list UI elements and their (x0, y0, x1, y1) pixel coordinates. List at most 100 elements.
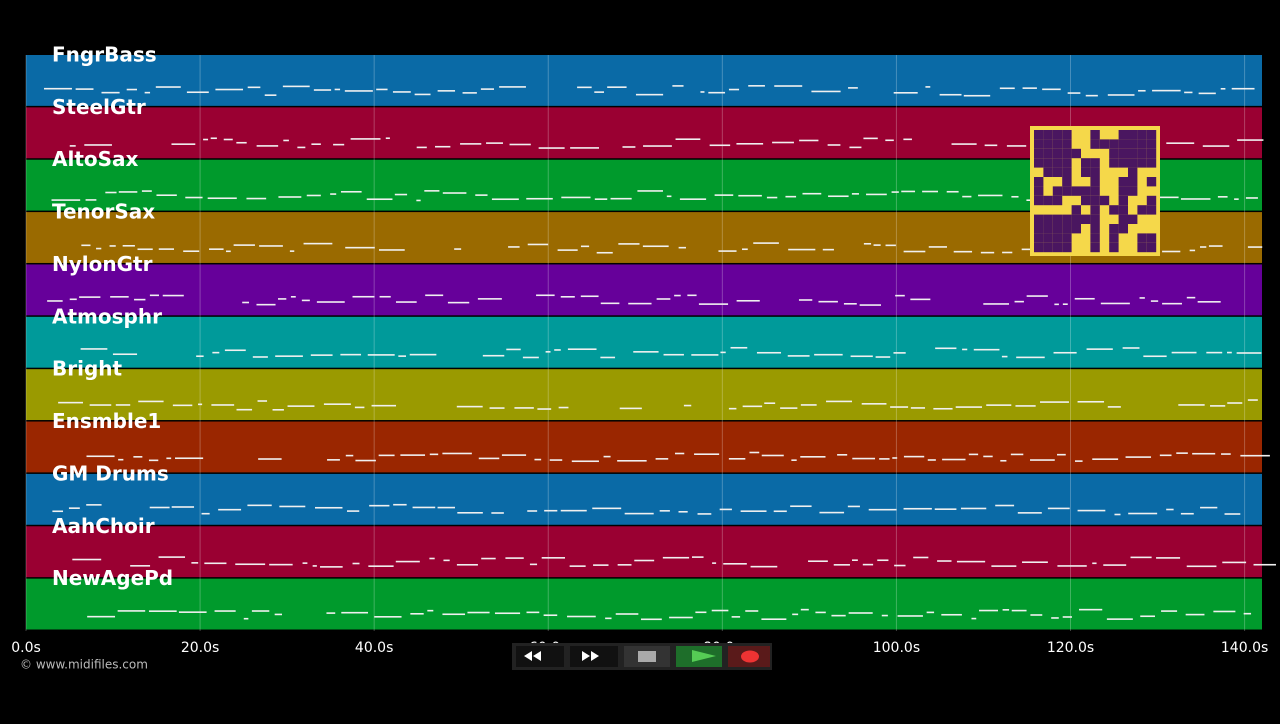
note (437, 506, 456, 509)
track-name: SteelGtr (52, 95, 146, 119)
note (843, 303, 857, 305)
note (926, 611, 935, 614)
note (306, 194, 321, 197)
qr-cell (1118, 195, 1128, 206)
note (750, 565, 778, 568)
note (973, 348, 1000, 351)
note (115, 404, 131, 406)
qr-cell (1146, 195, 1157, 206)
note (218, 508, 242, 511)
note (831, 614, 846, 617)
note (666, 195, 672, 198)
note (610, 197, 632, 200)
play-button[interactable] (676, 646, 722, 667)
qr-cell (1034, 186, 1044, 196)
tick-label: 100.0s (873, 640, 920, 656)
note (369, 504, 390, 507)
note (1122, 347, 1140, 349)
note (354, 406, 365, 409)
note (577, 86, 592, 89)
note (350, 138, 381, 140)
note (81, 244, 91, 247)
note (986, 404, 1012, 406)
note (442, 192, 467, 194)
note (424, 190, 440, 192)
note (183, 250, 200, 253)
note (1001, 355, 1008, 358)
note (711, 609, 729, 612)
note (885, 139, 894, 142)
qr-cell (1146, 139, 1157, 149)
note (554, 349, 561, 351)
note (859, 304, 882, 306)
note (826, 400, 852, 403)
note (96, 247, 102, 250)
note (828, 195, 849, 198)
note (939, 93, 962, 96)
qr-cell (1052, 167, 1063, 177)
note (236, 141, 247, 144)
note (848, 612, 873, 614)
qr-cell (1109, 242, 1119, 253)
note (79, 296, 101, 298)
note (158, 556, 186, 558)
note (561, 196, 591, 199)
note (233, 244, 255, 246)
forward-button[interactable] (570, 646, 618, 667)
note (311, 143, 321, 145)
note (1011, 609, 1027, 612)
note (736, 299, 760, 302)
note (376, 88, 388, 91)
qr-cell (1043, 130, 1053, 140)
note (314, 506, 343, 509)
qr-cell (1062, 233, 1072, 243)
note (133, 456, 143, 458)
note (659, 510, 670, 512)
note (935, 347, 957, 350)
track-name: AltoSax (52, 147, 139, 171)
note (437, 90, 456, 92)
note (1092, 562, 1097, 565)
track-name: NewAgePd (52, 566, 173, 590)
note (1171, 351, 1197, 354)
note (538, 147, 565, 149)
note (1057, 453, 1066, 456)
note (545, 351, 551, 353)
note (541, 557, 566, 559)
note (481, 557, 496, 560)
note (457, 511, 483, 514)
note (694, 453, 720, 456)
note (1057, 565, 1087, 567)
note (313, 89, 332, 91)
note (678, 246, 686, 249)
note (1085, 94, 1098, 97)
note (1243, 612, 1252, 615)
note (691, 354, 719, 356)
qr-cell (1081, 158, 1091, 168)
note (491, 512, 504, 514)
note (892, 457, 898, 459)
note (1200, 506, 1218, 509)
note (849, 146, 862, 149)
qr-cell (1062, 224, 1072, 234)
qr-cell (1090, 139, 1100, 149)
stop-button[interactable] (624, 646, 670, 667)
track-band (26, 55, 1262, 106)
note (903, 507, 932, 510)
note (960, 507, 987, 510)
note (345, 454, 354, 457)
note (937, 560, 952, 562)
qr-cell (1043, 242, 1053, 253)
track-band (26, 526, 1262, 578)
note (1161, 610, 1178, 612)
note (185, 196, 203, 199)
record-button[interactable] (728, 646, 770, 667)
rewind-button[interactable] (516, 646, 564, 667)
note (863, 242, 872, 245)
qr-cell (1109, 224, 1119, 234)
note (885, 244, 896, 247)
note (204, 562, 227, 565)
note (708, 91, 726, 94)
note (790, 505, 812, 508)
note (478, 457, 500, 460)
